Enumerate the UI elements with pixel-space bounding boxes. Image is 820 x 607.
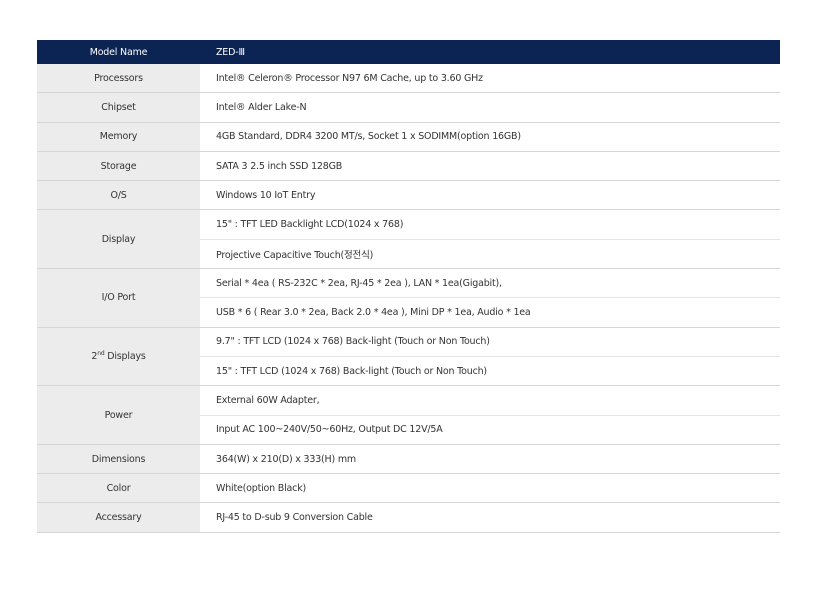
spec-row: USB * 6 ( Rear 3.0 * 2ea, Back 2.0 * 4ea… bbox=[37, 297, 780, 328]
spec-row: 15" : TFT LCD (1024 x 768) Back-light (T… bbox=[37, 356, 780, 387]
header-row: Model Name ZED-Ⅲ bbox=[37, 40, 780, 64]
model-name: ZED-Ⅲ bbox=[200, 40, 780, 64]
spec-value: 4GB Standard, DDR4 3200 MT/s, Socket 1 x… bbox=[200, 122, 780, 152]
spec-row: Storage SATA 3 2.5 inch SSD 128GB bbox=[37, 151, 780, 182]
spec-label: Power bbox=[37, 385, 200, 445]
spec-value: White(option Black) bbox=[200, 473, 780, 504]
label-superscript: nd bbox=[97, 350, 105, 358]
spec-row: Input AC 100~240V/50~60Hz, Output DC 12V… bbox=[37, 415, 780, 445]
spec-label: Chipset bbox=[37, 92, 200, 123]
spec-value: 9.7" : TFT LCD (1024 x 768) Back-light (… bbox=[200, 327, 780, 357]
spec-label: O/S bbox=[37, 180, 200, 211]
spec-row: Chipset Intel® Alder Lake-N bbox=[37, 92, 780, 123]
spec-value: USB * 6 ( Rear 3.0 * 2ea, Back 2.0 * 4ea… bbox=[200, 297, 780, 328]
spec-value: Intel® Alder Lake-N bbox=[200, 92, 780, 123]
spec-value: Intel® Celeron® Processor N97 6M Cache, … bbox=[200, 64, 780, 94]
spec-value: Serial * 4ea ( RS-232C * 2ea, RJ-45 * 2e… bbox=[200, 268, 780, 299]
header-label: Model Name bbox=[37, 40, 200, 64]
spec-row: Display 15" : TFT LED Backlight LCD(1024 … bbox=[37, 209, 780, 270]
spec-row: Memory 4GB Standard, DDR4 3200 MT/s, Sock… bbox=[37, 122, 780, 152]
label-text: Displays bbox=[104, 351, 146, 363]
spec-label: I/O Port bbox=[37, 268, 200, 328]
label-text: 2 bbox=[91, 351, 98, 363]
spec-table: Model Name ZED-Ⅲ Processors Intel® Celero… bbox=[37, 40, 780, 533]
spec-value: Input AC 100~240V/50~60Hz, Output DC 12V… bbox=[200, 415, 780, 445]
spec-label: 2nd Displays bbox=[37, 327, 200, 387]
spec-row: 2nd Displays 9.7" : TFT LCD (1024 x 768) … bbox=[37, 327, 780, 387]
spec-label: Dimensions bbox=[37, 444, 200, 475]
spec-label: Processors bbox=[37, 64, 200, 94]
spec-value: 364(W) x 210(D) x 333(H) mm bbox=[200, 444, 780, 475]
spec-label: Memory bbox=[37, 122, 200, 152]
spec-value: RJ-45 to D-sub 9 Conversion Cable bbox=[200, 502, 780, 533]
spec-row: Accessary RJ-45 to D-sub 9 Conversion Cab… bbox=[37, 502, 780, 533]
spec-row: Projective Capacitive Touch(정전식) bbox=[37, 239, 780, 270]
spec-value: 15" : TFT LED Backlight LCD(1024 x 768) bbox=[200, 209, 780, 240]
spec-row: Color White(option Black) bbox=[37, 473, 780, 504]
spec-label: Color bbox=[37, 473, 200, 504]
spec-row: Dimensions 364(W) x 210(D) x 333(H) mm bbox=[37, 444, 780, 475]
spec-label: Accessary bbox=[37, 502, 200, 533]
spec-row: Power External 60W Adapter, bbox=[37, 385, 780, 445]
spec-row: I/O Port Serial * 4ea ( RS-232C * 2ea, RJ… bbox=[37, 268, 780, 328]
spec-row: O/S Windows 10 IoT Entry bbox=[37, 180, 780, 211]
spec-value: 15" : TFT LCD (1024 x 768) Back-light (T… bbox=[200, 356, 780, 387]
spec-row: Processors Intel® Celeron® Processor N97 … bbox=[37, 64, 780, 94]
spec-value: External 60W Adapter, bbox=[200, 385, 780, 416]
spec-label: Display bbox=[37, 209, 200, 270]
spec-value: Projective Capacitive Touch(정전식) bbox=[200, 239, 780, 270]
spec-value: Windows 10 IoT Entry bbox=[200, 180, 780, 211]
spec-label: Storage bbox=[37, 151, 200, 182]
spec-value: SATA 3 2.5 inch SSD 128GB bbox=[200, 151, 780, 182]
